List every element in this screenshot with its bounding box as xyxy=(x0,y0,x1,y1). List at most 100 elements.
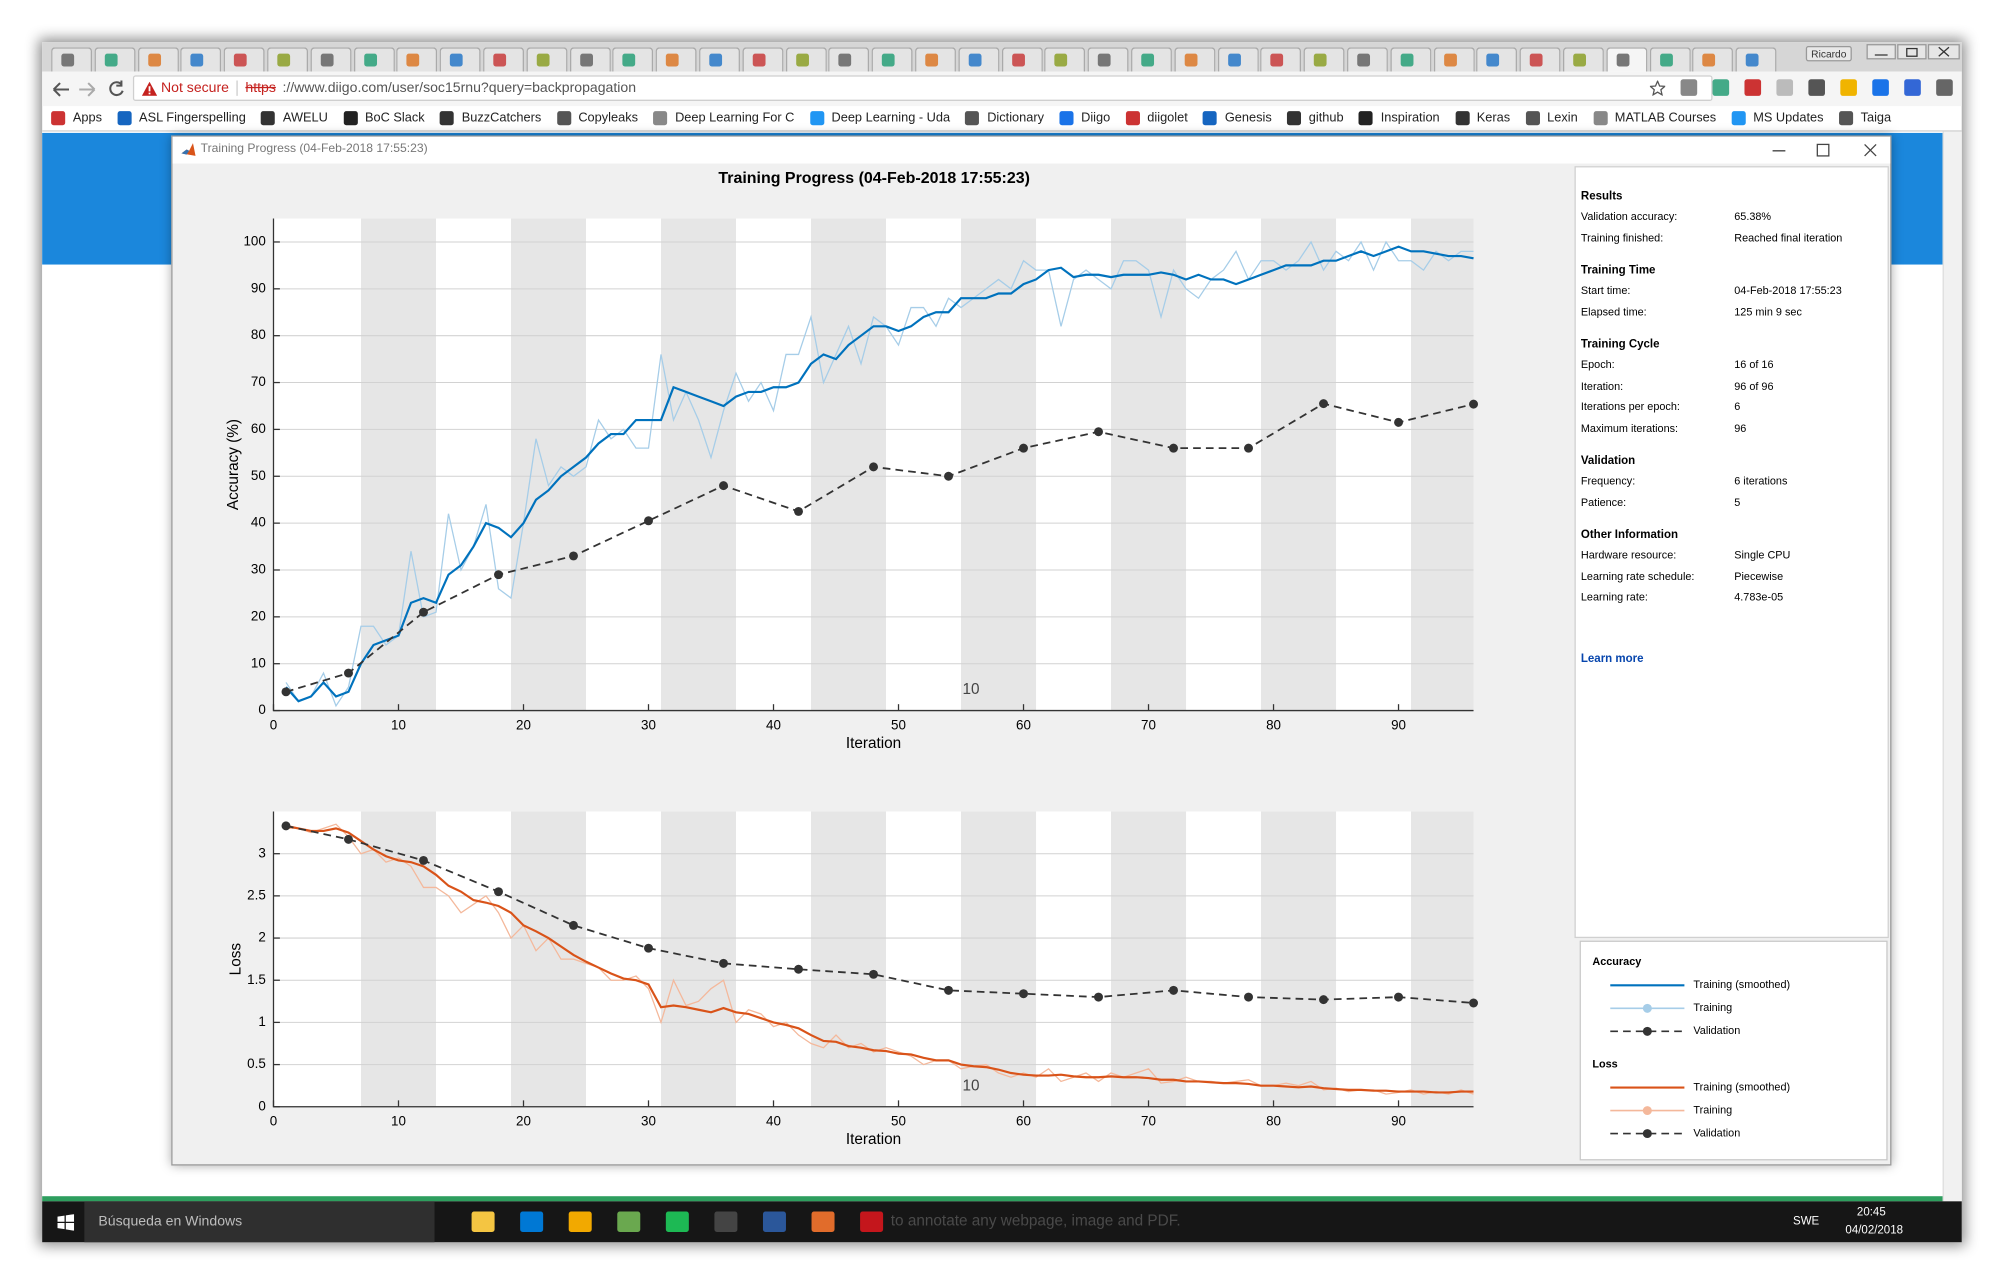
bookmark[interactable]: Keras xyxy=(1455,111,1510,126)
y-tick-label: 40 xyxy=(251,515,266,530)
clock-date[interactable]: 04/02/2018 xyxy=(1845,1223,1904,1236)
bookmark[interactable]: MATLAB Courses xyxy=(1593,111,1716,126)
bookmark[interactable]: github xyxy=(1287,111,1344,126)
taskbar-app[interactable] xyxy=(471,1211,495,1232)
language[interactable]: SWE xyxy=(1793,1214,1820,1227)
browser-tab[interactable] xyxy=(1562,47,1604,72)
extension-icon[interactable] xyxy=(1776,79,1794,96)
bookmark[interactable]: Inspiration xyxy=(1358,111,1440,126)
close[interactable] xyxy=(1864,143,1877,157)
bookmark[interactable]: Copyleaks xyxy=(556,111,638,126)
profile-button[interactable]: Ricardo xyxy=(1805,46,1852,62)
taskbar-app[interactable] xyxy=(665,1211,689,1232)
restore[interactable] xyxy=(1897,44,1927,60)
bookmark[interactable]: ASL Fingerspelling xyxy=(117,111,246,126)
browser-tab[interactable] xyxy=(612,47,654,72)
reload-button[interactable] xyxy=(109,80,124,97)
bookmark-label: MS Updates xyxy=(1753,111,1824,126)
browser-tab[interactable] xyxy=(223,47,265,72)
taskbar-app[interactable] xyxy=(714,1211,738,1232)
bookmark[interactable]: diigolet xyxy=(1125,111,1188,126)
bookmark-star[interactable] xyxy=(1649,80,1666,96)
browser-tab[interactable] xyxy=(310,47,352,72)
browser-tab[interactable] xyxy=(1390,47,1432,72)
forward-button[interactable] xyxy=(79,82,96,97)
bookmark[interactable]: Deep Learning For C xyxy=(653,111,794,126)
minimize[interactable] xyxy=(1866,44,1896,60)
extension-icon[interactable] xyxy=(1712,79,1730,96)
bookmark[interactable]: AWELU xyxy=(261,111,328,126)
taskbar-app[interactable] xyxy=(811,1211,835,1232)
browser-tab[interactable] xyxy=(742,47,784,72)
taskbar-app[interactable] xyxy=(520,1211,544,1232)
extension-icon[interactable] xyxy=(1680,79,1698,96)
omnibox[interactable]: Not secure https://www.diigo.com/user/so… xyxy=(132,75,1713,101)
bookmark[interactable]: Apps xyxy=(51,111,102,126)
taskbar-app[interactable] xyxy=(860,1211,884,1232)
browser-tab[interactable] xyxy=(137,47,179,72)
browser-tab[interactable] xyxy=(785,47,827,72)
bookmark[interactable]: Dictionary xyxy=(965,111,1044,126)
extension-icon[interactable] xyxy=(1808,79,1825,96)
bookmark[interactable]: BuzzCatchers xyxy=(439,111,541,126)
back-button[interactable] xyxy=(52,82,70,97)
extension-icon[interactable] xyxy=(1872,79,1889,96)
clock-time[interactable]: 20:45 xyxy=(1856,1205,1886,1218)
browser-tab[interactable] xyxy=(1303,47,1345,72)
browser-tab[interactable] xyxy=(396,47,438,72)
browser-tab[interactable] xyxy=(1519,47,1561,72)
extension-icon[interactable] xyxy=(1936,79,1953,96)
bookmark[interactable]: Lexin xyxy=(1525,111,1578,126)
browser-tab[interactable] xyxy=(958,47,1000,72)
browser-tab[interactable] xyxy=(439,47,481,72)
browser-tab[interactable] xyxy=(1044,47,1086,72)
browser-tab[interactable] xyxy=(1433,47,1475,72)
browser-tab[interactable] xyxy=(1001,47,1043,72)
browser-tab[interactable] xyxy=(94,47,136,72)
x-tick-label: 70 xyxy=(1141,1114,1156,1129)
extension-icon[interactable] xyxy=(1744,79,1762,96)
extension-icon[interactable] xyxy=(1904,79,1921,96)
learn-more-link[interactable]: Learn more xyxy=(1580,651,1644,664)
browser-tab[interactable] xyxy=(1476,47,1518,72)
browser-tab[interactable] xyxy=(353,47,395,72)
browser-tab[interactable] xyxy=(1087,47,1129,72)
browser-tab[interactable] xyxy=(828,47,870,72)
browser-tab[interactable] xyxy=(915,47,956,72)
browser-tab[interactable] xyxy=(526,47,568,72)
taskbar-app[interactable] xyxy=(617,1211,641,1232)
browser-tab[interactable] xyxy=(1649,47,1691,72)
browser-tab[interactable] xyxy=(1347,47,1388,72)
browser-tab[interactable] xyxy=(1735,47,1777,72)
bookmark[interactable]: BoC Slack xyxy=(343,111,425,126)
browser-tab[interactable] xyxy=(1606,47,1648,72)
extension-icon[interactable] xyxy=(1840,79,1857,96)
browser-tab[interactable] xyxy=(655,47,697,72)
browser-tab[interactable] xyxy=(871,47,913,72)
browser-tab[interactable] xyxy=(1217,47,1259,72)
taskbar-app[interactable] xyxy=(568,1211,592,1232)
search-box[interactable]: Búsqueda en Windows xyxy=(84,1201,435,1243)
browser-tab[interactable] xyxy=(1174,47,1216,72)
browser-tab[interactable] xyxy=(483,47,524,72)
taskbar-app[interactable] xyxy=(762,1211,786,1232)
bookmark[interactable]: Deep Learning - Uda xyxy=(809,111,950,126)
bookmark[interactable]: Diigo xyxy=(1059,111,1110,126)
scrollbar[interactable] xyxy=(1942,131,1962,1202)
bookmark-label: Genesis xyxy=(1224,111,1272,126)
start-button[interactable] xyxy=(57,1214,75,1231)
browser-tab[interactable] xyxy=(1131,47,1172,72)
bookmark[interactable]: MS Updates xyxy=(1731,111,1824,126)
bookmark-icon xyxy=(261,111,276,126)
bookmark[interactable]: Genesis xyxy=(1203,111,1272,126)
browser-tab[interactable] xyxy=(51,47,93,72)
bookmark[interactable]: Taiga xyxy=(1838,111,1891,126)
browser-tab[interactable] xyxy=(267,47,308,72)
browser-tab[interactable] xyxy=(699,47,740,72)
browser-tab[interactable] xyxy=(1260,47,1302,72)
browser-tab[interactable] xyxy=(1692,47,1734,72)
security-label[interactable]: Not secure xyxy=(161,80,230,96)
maximize[interactable] xyxy=(1816,143,1830,157)
browser-tab[interactable] xyxy=(569,47,611,72)
browser-tab[interactable] xyxy=(180,47,222,72)
